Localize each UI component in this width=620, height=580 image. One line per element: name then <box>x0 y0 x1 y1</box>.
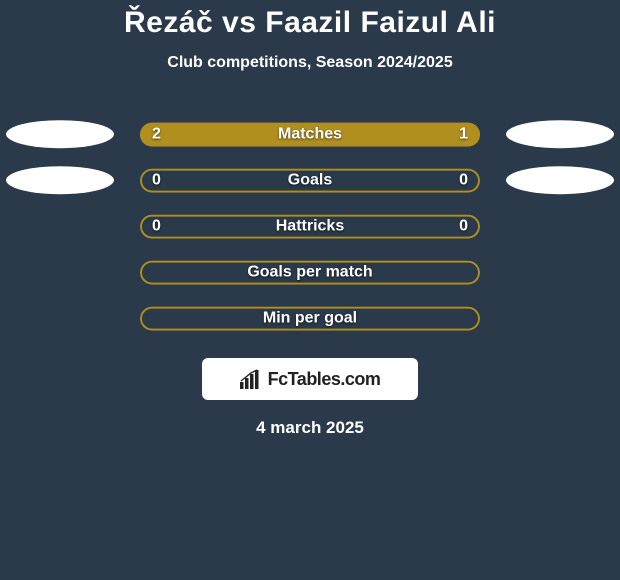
stat-rows: 2 Matches 1 0 Goals 0 <box>0 114 620 344</box>
stat-label: Goals per match <box>140 261 480 285</box>
stat-bar: Min per goal <box>140 307 480 331</box>
stat-label: Hattricks <box>140 215 480 239</box>
right-value: 0 <box>459 169 468 193</box>
stat-bar: 2 Matches 1 <box>140 123 480 147</box>
stat-label: Goals <box>140 169 480 193</box>
brand-text: FcTables.com <box>268 369 381 390</box>
stat-row: Min per goal <box>0 298 620 344</box>
stat-label: Matches <box>140 123 480 147</box>
stat-bar: Goals per match <box>140 261 480 285</box>
stat-bar: 0 Goals 0 <box>140 169 480 193</box>
stat-label: Min per goal <box>140 307 480 331</box>
left-team-marker <box>6 120 114 148</box>
right-value: 1 <box>459 123 468 147</box>
subtitle: Club competitions, Season 2024/2025 <box>0 54 620 72</box>
right-value: 0 <box>459 215 468 239</box>
date-text: 4 march 2025 <box>0 418 620 438</box>
left-team-marker <box>6 166 114 194</box>
stat-row: Goals per match <box>0 252 620 298</box>
stat-bar: 0 Hattricks 0 <box>140 215 480 239</box>
right-team-marker <box>506 166 614 194</box>
stat-row: 2 Matches 1 <box>0 114 620 160</box>
comparison-infographic: Řezáč vs Faazil Faizul Ali Club competit… <box>0 0 620 580</box>
bar-chart-icon <box>240 369 262 389</box>
page-title: Řezáč vs Faazil Faizul Ali <box>0 0 620 40</box>
brand-box: FcTables.com <box>202 358 418 400</box>
right-team-marker <box>506 120 614 148</box>
stat-row: 0 Goals 0 <box>0 160 620 206</box>
stat-row: 0 Hattricks 0 <box>0 206 620 252</box>
